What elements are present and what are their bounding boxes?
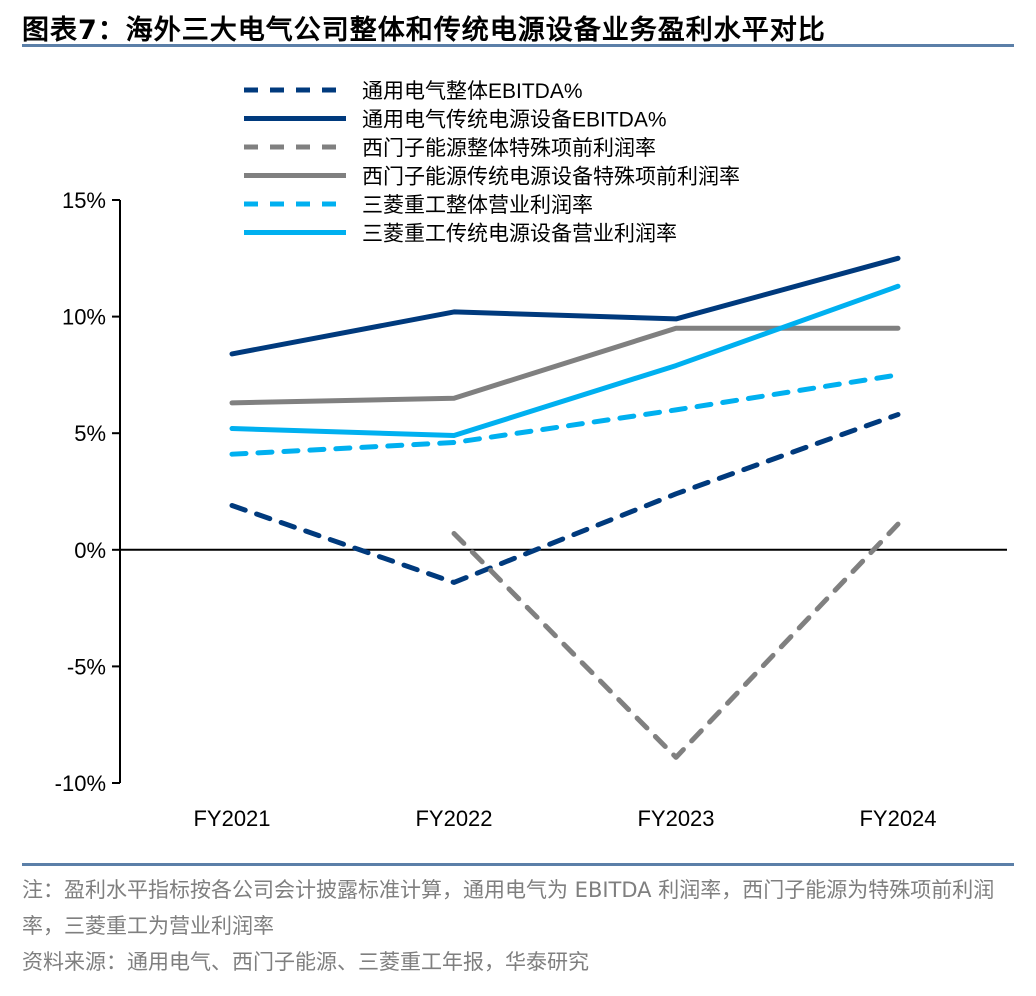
y-tick-label: 15%: [62, 188, 106, 213]
series-line-2: [451, 521, 901, 760]
y-tick-label: 0%: [74, 538, 106, 563]
y-tick-label: 5%: [74, 421, 106, 446]
series-line-5: [229, 283, 901, 439]
legend-label-5: 三菱重工传统电源设备营业利润率: [362, 223, 677, 246]
title-divider: [22, 44, 1014, 47]
legend-label-2: 西门子能源整体特殊项前利润率: [362, 137, 656, 160]
x-tick-label: FY2021: [193, 806, 270, 831]
x-tick-label: FY2023: [637, 806, 714, 831]
y-tick-label: 10%: [62, 305, 106, 330]
y-tick-label: -10%: [55, 771, 106, 796]
footer-divider: [22, 863, 1014, 866]
x-tick-label: FY2022: [415, 806, 492, 831]
legend-label-4: 三菱重工整体营业利润率: [362, 194, 593, 217]
chart-note: 注：盈利水平指标按各公司会计披露标准计算，通用电气为 EBITDA 利润率，西门…: [22, 878, 995, 938]
series-line-1: [229, 255, 901, 357]
legend-label-0: 通用电气整体EBITDA%: [362, 80, 583, 103]
y-tick-label: -5%: [67, 654, 106, 679]
chart-title: 图表7：海外三大电气公司整体和传统电源设备业务盈利水平对比: [22, 15, 826, 46]
x-tick-label: FY2024: [859, 806, 936, 831]
chart-source: 资料来源：通用电气、西门子能源、三菱重工年报，华泰研究: [22, 950, 589, 974]
series-line-0: [229, 412, 901, 585]
line-chart: 15% 10% 5% 0% -5% -10% FY2021 FY2022 FY2023 FY202…: [55, 80, 1007, 831]
legend-label-1: 通用电气传统电源设备EBITDA%: [362, 109, 667, 132]
legend-label-3: 西门子能源传统电源设备特殊项前利润率: [362, 166, 740, 189]
series-line-4: [229, 372, 901, 457]
